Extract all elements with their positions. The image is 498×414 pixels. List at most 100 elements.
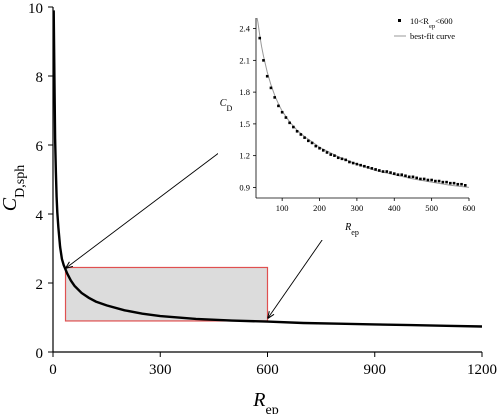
inset-y-tick-label: 2.1 xyxy=(239,55,250,65)
data-point xyxy=(385,170,389,173)
main-y-tick-label: 2 xyxy=(36,277,44,293)
legend-entry-fit: best-fit curve xyxy=(410,31,455,41)
inset-y-tick-label: 1.2 xyxy=(239,151,250,161)
inset-background xyxy=(218,6,486,240)
data-point xyxy=(400,173,404,177)
data-point xyxy=(419,177,422,181)
main-x-tick-label: 900 xyxy=(364,362,387,378)
data-point xyxy=(303,136,306,139)
inset-x-tick-label: 100 xyxy=(276,203,289,213)
data-point xyxy=(351,161,355,165)
data-point xyxy=(449,181,452,185)
data-point xyxy=(258,36,262,40)
data-point xyxy=(359,163,362,167)
data-point xyxy=(437,179,441,183)
data-point xyxy=(310,141,314,145)
data-point xyxy=(292,125,295,129)
data-points xyxy=(258,36,467,187)
data-point xyxy=(460,182,463,186)
main-y-axis-label: CD,sph xyxy=(0,165,28,211)
y-label-base: C xyxy=(0,197,21,211)
legend-entry-data: 10<Rep<600 xyxy=(410,16,453,30)
inset-y-tick-label: 0.9 xyxy=(239,182,250,192)
inset-y-tick-label: 1.8 xyxy=(239,87,250,97)
data-point xyxy=(396,173,400,177)
inset-x-tick-label: 600 xyxy=(463,203,476,213)
inset-x-axis-label: Rep xyxy=(344,222,359,237)
data-point xyxy=(269,86,273,90)
data-point xyxy=(262,59,265,62)
inset-x-tick-label: 400 xyxy=(388,203,401,213)
data-point xyxy=(378,169,381,172)
main-x-tick-label: 300 xyxy=(149,362,172,378)
main-y-tick-label: 10 xyxy=(28,1,43,17)
inset-x-tick-label: 200 xyxy=(313,203,326,213)
data-point xyxy=(463,183,467,187)
data-point xyxy=(389,171,392,174)
data-point xyxy=(374,168,377,171)
data-point xyxy=(456,182,460,186)
data-point xyxy=(344,158,347,162)
data-point xyxy=(422,177,426,181)
data-point xyxy=(363,164,366,168)
data-point xyxy=(411,175,415,179)
data-point xyxy=(452,181,456,185)
data-point xyxy=(336,156,340,160)
data-point xyxy=(366,165,370,169)
data-point xyxy=(415,176,418,180)
inset-y-ticks: 0.9 1.2 1.5 1.8 2.1 2.4 xyxy=(239,24,256,192)
inset-x-tick-label: 300 xyxy=(351,203,364,213)
data-point xyxy=(333,154,336,157)
data-point xyxy=(325,151,329,154)
main-x-tick-label: 0 xyxy=(49,362,57,378)
main-x-ticks: 0 300 600 900 1200 xyxy=(49,352,497,378)
inset-axes xyxy=(255,18,469,199)
inset-legend: 10<Rep<600 best-fit curve xyxy=(394,16,455,41)
data-point xyxy=(277,104,280,108)
main-y-tick-label: 8 xyxy=(36,70,44,86)
inset-y-tick-label: 2.4 xyxy=(239,24,250,34)
x-label-sub: ep xyxy=(266,403,279,414)
data-point xyxy=(307,139,310,143)
data-point xyxy=(340,157,344,161)
data-point xyxy=(318,146,321,150)
legend-marker-square xyxy=(398,19,401,22)
data-point xyxy=(381,170,385,173)
inset-plot: 100 200 300 400 500 600 0.9 1.2 1.5 1.8 2.1 2.4 Re… xyxy=(218,6,486,240)
main-y-tick-label: 6 xyxy=(36,139,44,155)
main-y-tick-label: 0 xyxy=(36,346,44,362)
data-point xyxy=(355,162,359,166)
data-point xyxy=(314,144,318,148)
data-point xyxy=(445,180,448,184)
pointer-arrow-left xyxy=(66,139,237,268)
inset-y-axis-label: CD xyxy=(220,98,233,113)
data-point xyxy=(321,149,325,152)
main-y-tick-label: 4 xyxy=(36,208,44,224)
y-label-sub: D,sph xyxy=(13,165,28,198)
data-point xyxy=(430,178,433,182)
data-point xyxy=(370,167,374,170)
data-point xyxy=(329,153,333,156)
main-y-ticks: 0 2 4 6 8 10 xyxy=(28,1,53,362)
drag-coefficient-curve xyxy=(52,10,483,328)
inset-y-tick-label: 1.5 xyxy=(239,119,250,129)
data-point xyxy=(273,96,276,99)
highlight-region xyxy=(64,266,269,322)
data-point xyxy=(426,178,430,182)
data-point xyxy=(280,110,284,114)
data-point xyxy=(284,116,288,119)
main-x-tick-label: 600 xyxy=(256,362,279,378)
data-point xyxy=(407,175,411,179)
data-point xyxy=(348,160,351,164)
data-point xyxy=(299,133,303,136)
data-point xyxy=(404,174,407,178)
data-point xyxy=(265,74,269,78)
main-x-axis-label: Rep xyxy=(252,389,278,414)
main-x-tick-label: 1200 xyxy=(467,362,497,378)
inset-x-ticks: 100 200 300 400 500 600 xyxy=(276,198,476,213)
data-point xyxy=(288,121,291,125)
inset-x-tick-label: 500 xyxy=(425,203,438,213)
data-point xyxy=(441,180,445,184)
